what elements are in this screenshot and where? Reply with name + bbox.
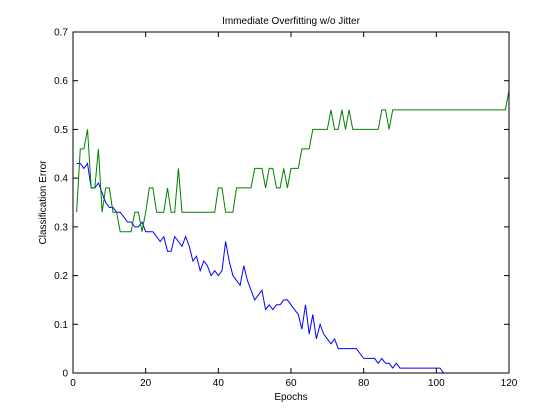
- x-tick-label: 100: [428, 378, 445, 389]
- x-tick-label: 120: [501, 378, 518, 389]
- y-tick-label: 0.1: [54, 320, 68, 331]
- y-tick-label: 0: [62, 369, 68, 380]
- plot-area: [73, 32, 509, 373]
- y-axis-label: Classification Error: [38, 160, 49, 245]
- axes-box: [72, 31, 510, 374]
- lines-layer: [76, 90, 510, 374]
- x-tick-label: 40: [213, 378, 225, 389]
- y-tick-label: 0.3: [54, 222, 68, 233]
- y-tick-label: 0.2: [54, 271, 68, 282]
- x-tick-label: 80: [358, 378, 370, 389]
- ticks-layer: 0 20 40 60 80 100 120 0 0.1 0.2 0.3 0.4 0.5 0.6 0.7: [54, 28, 518, 390]
- series-line-2: [76, 90, 510, 233]
- y-tick-label: 0.7: [54, 28, 68, 39]
- x-tick-label: 20: [140, 378, 152, 389]
- y-tick-label: 0.5: [54, 125, 68, 136]
- x-axis-label: Epochs: [274, 392, 307, 403]
- y-tick-label: 0.4: [54, 174, 68, 185]
- series-line-1: [76, 162, 445, 374]
- x-tick-label: 0: [70, 378, 76, 389]
- y-tick-label: 0.6: [54, 76, 68, 87]
- chart-title: Immediate Overfitting w/o Jitter: [222, 16, 360, 27]
- x-tick-label: 60: [285, 378, 297, 389]
